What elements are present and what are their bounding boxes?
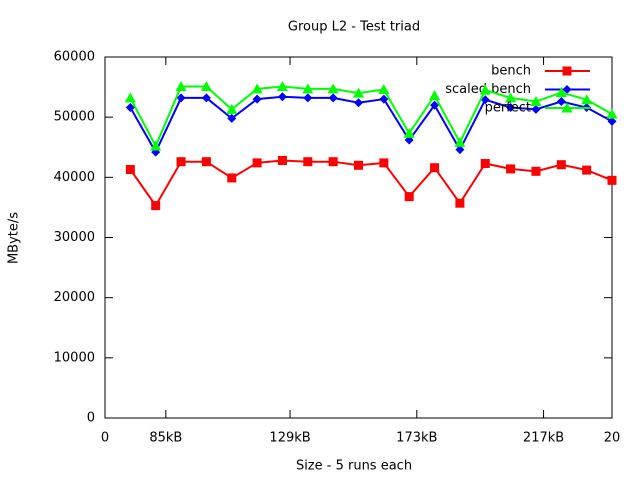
marker	[327, 83, 339, 94]
marker	[379, 158, 389, 168]
y-tick-label: 40000	[54, 170, 95, 185]
marker	[556, 97, 566, 107]
marker	[328, 93, 338, 103]
x-axis-label: Size - 5 runs each	[296, 459, 412, 474]
x-tick-label: 217kB	[523, 431, 564, 446]
marker	[531, 166, 541, 176]
marker	[227, 113, 237, 123]
marker	[175, 80, 187, 91]
marker	[303, 93, 313, 103]
x-tick-label: 129kB	[269, 431, 310, 446]
marker	[607, 116, 617, 126]
marker	[506, 164, 516, 174]
marker	[607, 175, 617, 185]
marker	[354, 160, 363, 170]
y-tick-label: 10000	[54, 350, 95, 365]
y-tick-label: 30000	[54, 230, 95, 245]
marker	[303, 157, 313, 167]
marker	[379, 94, 389, 104]
marker	[582, 165, 592, 175]
y-axis-label: MByte/s	[7, 212, 22, 264]
marker	[276, 80, 288, 91]
marker	[404, 192, 414, 202]
marker	[455, 145, 465, 155]
marker	[479, 84, 491, 95]
legend-label: scaled bench	[445, 82, 531, 97]
marker	[606, 108, 618, 119]
marker	[252, 158, 262, 168]
series-line	[129, 95, 613, 155]
marker	[200, 80, 212, 91]
marker	[581, 94, 593, 105]
marker	[430, 163, 440, 173]
legend-label: perfect	[485, 101, 531, 116]
marker	[403, 127, 415, 138]
x-tick-label: 0	[101, 431, 109, 446]
y-tick-label: 50000	[54, 110, 95, 125]
x-tick-label: 173kB	[396, 431, 437, 446]
marker	[176, 157, 186, 167]
y-tick-label: 0	[87, 411, 95, 426]
marker	[201, 157, 211, 167]
marker	[506, 103, 516, 113]
marker	[555, 86, 567, 97]
marker	[252, 94, 262, 104]
marker	[226, 103, 238, 114]
marker	[480, 95, 490, 105]
chart-title: Group L2 - Test triad	[288, 20, 420, 35]
marker	[151, 201, 161, 211]
marker	[429, 90, 441, 101]
marker	[455, 198, 465, 208]
marker	[302, 83, 314, 94]
marker	[125, 165, 135, 175]
legend-marker	[562, 85, 572, 94]
marker	[176, 93, 186, 103]
legend-marker	[562, 66, 572, 76]
marker	[505, 92, 517, 103]
marker	[353, 87, 364, 98]
marker	[530, 96, 542, 107]
marker	[556, 160, 566, 170]
legend-label: bench	[491, 64, 531, 79]
marker	[277, 155, 287, 165]
marker	[354, 98, 363, 108]
y-tick-label: 20000	[54, 290, 95, 305]
marker	[124, 92, 136, 103]
marker	[277, 92, 287, 102]
marker	[251, 83, 263, 94]
marker	[531, 104, 541, 114]
marker	[150, 140, 162, 151]
marker	[201, 93, 211, 103]
marker	[328, 157, 338, 167]
x-tick-label: 85kB	[149, 431, 182, 446]
legend-marker	[561, 102, 573, 113]
marker	[454, 136, 466, 147]
marker	[227, 173, 237, 183]
marker	[378, 83, 390, 94]
marker	[125, 103, 135, 113]
marker	[480, 158, 490, 168]
marker	[430, 100, 440, 110]
y-tick-label: 60000	[54, 50, 95, 65]
x-tick-label: 20	[604, 431, 621, 446]
